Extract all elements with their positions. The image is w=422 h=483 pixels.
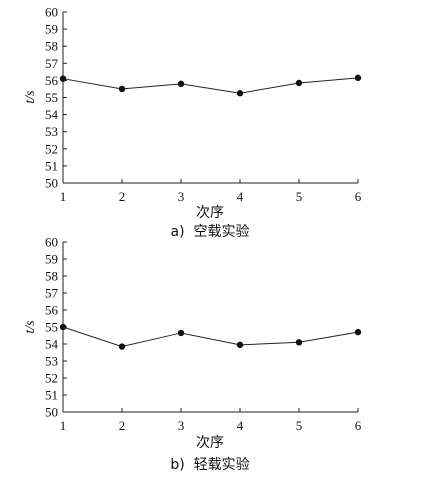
chart-b-series-line (62, 326, 359, 348)
chart-a-x-tick-label: 2 (119, 189, 126, 204)
chart-b-axes (62, 242, 358, 413)
chart-a-x-ticks: 1 2 3 4 5 6 (60, 179, 362, 204)
chart-b-y-tick-label: 53 (45, 354, 58, 369)
chart-a-y-axis-label: t/s (23, 90, 38, 104)
chart-b-x-tick-label: 2 (119, 418, 126, 433)
chart-b-data-point (295, 339, 303, 346)
chart-b-x-tick-label: 5 (296, 418, 303, 433)
chart-b-y-tick-label: 60 (45, 235, 58, 250)
chart-a-data-point (354, 74, 362, 82)
chart-b-data-point (118, 343, 126, 350)
chart-b-data-point (59, 323, 67, 331)
chart-a-y-tick-label: 58 (45, 39, 58, 54)
chart-b-caption: b) 轻载实验 (170, 457, 249, 473)
chart-b-x-axis-label: 次序 (196, 435, 224, 451)
chart-a-points (59, 74, 362, 97)
chart-b-data-point (236, 341, 244, 349)
chart-a-y-tick-label: 54 (45, 107, 59, 122)
chart-a-data-point (118, 85, 126, 93)
chart-a-y-tick-label: 51 (45, 158, 58, 173)
chart-b-x-ticks: 1 2 3 4 5 6 (60, 408, 362, 433)
chart-b-data-point (354, 328, 362, 336)
chart-a-y-tick-label: 53 (45, 124, 58, 139)
chart-a-axes (62, 12, 358, 184)
chart-a-x-tick-label: 4 (237, 189, 244, 204)
chart-a-y-tick-label: 50 (45, 176, 58, 191)
chart-b-x-tick-label: 6 (355, 418, 362, 433)
chart-a-y-tick-label: 55 (45, 90, 58, 105)
chart-a-data-point (177, 80, 185, 88)
chart-b-x-tick-label: 3 (178, 418, 185, 433)
chart-a-y-tick-label: 60 (45, 5, 58, 20)
chart-b-y-tick-label: 50 (45, 405, 58, 420)
chart-a-caption: a) 空载实验 (171, 224, 250, 240)
chart-b-y-ticks: 50 51 52 53 54 55 56 57 58 59 60 (45, 235, 67, 420)
chart-a-series-line (62, 77, 359, 94)
chart-b-y-tick-label: 58 (45, 269, 58, 284)
chart-b-y-tick-label: 56 (45, 303, 59, 318)
chart-a-y-tick-label: 59 (45, 22, 58, 37)
chart-a-y-ticks: 50 51 52 53 54 55 56 57 58 59 60 (45, 5, 67, 191)
chart-b-data-point (177, 329, 185, 337)
chart-b-y-tick-label: 52 (45, 371, 58, 386)
chart-a-y-tick-label: 52 (45, 141, 58, 156)
chart-a-x-axis-label: 次序 (196, 205, 224, 221)
chart-b-x-tick-label: 1 (60, 418, 67, 433)
chart-b-y-axis-label: t/s (23, 320, 38, 334)
chart-b-y-tick-label: 55 (45, 320, 58, 335)
chart-b-y-tick-label: 51 (45, 388, 58, 403)
chart-b-y-tick-label: 57 (45, 286, 59, 301)
chart-a-data-point (236, 90, 244, 97)
chart-b-y-tick-label: 59 (45, 252, 58, 267)
chart-a-data-point (59, 75, 67, 82)
chart-a-x-tick-label: 3 (178, 189, 185, 204)
chart-a-x-tick-label: 5 (296, 189, 303, 204)
chart-a-x-tick-label: 1 (60, 189, 67, 204)
chart-a-y-tick-label: 56 (45, 73, 59, 88)
chart-b-x-tick-label: 4 (237, 418, 244, 433)
chart-a-y-tick-label: 57 (45, 56, 59, 71)
chart-a-data-point (295, 79, 303, 87)
chart-b-y-tick-label: 54 (45, 337, 59, 352)
chart-a-x-tick-label: 6 (355, 189, 362, 204)
chart-b-points (59, 323, 362, 350)
